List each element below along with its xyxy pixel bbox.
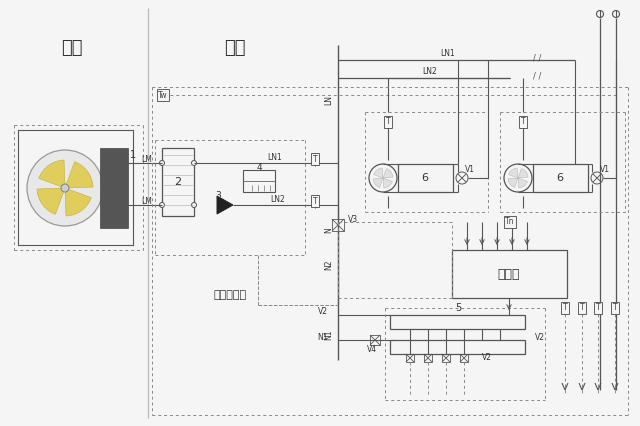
Text: LN: LN <box>324 95 333 105</box>
Text: Tn: Tn <box>505 218 515 227</box>
Text: T: T <box>521 118 525 127</box>
Text: T: T <box>313 196 317 205</box>
Circle shape <box>191 202 196 207</box>
Bar <box>390 315 525 329</box>
Bar <box>460 354 468 362</box>
Text: LN2: LN2 <box>422 67 437 77</box>
Text: T: T <box>313 155 317 164</box>
Text: V2: V2 <box>535 333 545 342</box>
Wedge shape <box>518 169 528 178</box>
Text: LN1: LN1 <box>440 49 456 58</box>
Text: LM: LM <box>141 155 152 164</box>
Wedge shape <box>383 169 393 178</box>
Wedge shape <box>37 188 65 214</box>
Bar <box>398 164 453 192</box>
Bar <box>442 354 450 362</box>
Bar <box>162 148 194 216</box>
Bar <box>390 340 525 354</box>
Text: N1: N1 <box>317 333 328 342</box>
Text: N1: N1 <box>324 330 333 340</box>
Bar <box>332 219 344 231</box>
Text: T: T <box>612 303 618 313</box>
Circle shape <box>27 150 103 226</box>
Text: T: T <box>596 303 600 313</box>
Text: 1: 1 <box>130 150 136 160</box>
Text: T: T <box>386 118 390 127</box>
Text: LM: LM <box>141 196 152 205</box>
Circle shape <box>369 164 397 192</box>
Bar <box>100 148 128 228</box>
Wedge shape <box>65 162 93 188</box>
Circle shape <box>504 164 532 192</box>
Wedge shape <box>374 168 383 178</box>
Bar <box>18 130 133 245</box>
Wedge shape <box>38 160 65 188</box>
Circle shape <box>596 11 604 17</box>
Wedge shape <box>518 178 527 188</box>
Wedge shape <box>383 178 392 188</box>
Circle shape <box>191 161 196 165</box>
Text: / /: / / <box>533 72 541 81</box>
Text: 3: 3 <box>215 192 221 201</box>
Text: T: T <box>580 303 584 313</box>
Bar <box>452 250 567 298</box>
Bar <box>243 170 275 192</box>
Text: / /: / / <box>533 54 541 63</box>
Text: N: N <box>324 227 333 233</box>
Text: Tw: Tw <box>158 90 168 100</box>
Text: V2: V2 <box>318 308 328 317</box>
Text: V2: V2 <box>482 354 492 363</box>
Text: V1: V1 <box>600 165 610 175</box>
Wedge shape <box>373 178 383 187</box>
Text: 6: 6 <box>422 173 429 183</box>
Text: V4: V4 <box>367 345 377 354</box>
Bar <box>406 354 414 362</box>
Wedge shape <box>509 168 518 178</box>
Wedge shape <box>65 188 92 216</box>
Text: 室内: 室内 <box>224 39 246 57</box>
Circle shape <box>159 202 164 207</box>
Circle shape <box>612 11 620 17</box>
Text: 6: 6 <box>557 173 563 183</box>
Bar <box>533 164 588 192</box>
Text: 自来水补水: 自来水补水 <box>213 290 246 300</box>
Bar <box>424 354 432 362</box>
Text: 5: 5 <box>455 303 461 313</box>
Text: LN2: LN2 <box>271 196 285 204</box>
Circle shape <box>159 161 164 165</box>
Text: 2: 2 <box>175 177 182 187</box>
Text: 室外: 室外 <box>61 39 83 57</box>
Text: T: T <box>563 303 567 313</box>
Wedge shape <box>508 178 518 187</box>
Text: V3: V3 <box>348 216 358 225</box>
Text: LN1: LN1 <box>268 153 282 161</box>
Polygon shape <box>217 196 233 214</box>
Text: 控制器: 控制器 <box>498 268 520 280</box>
Text: V1: V1 <box>465 165 475 175</box>
Circle shape <box>61 184 69 192</box>
Text: 4: 4 <box>256 162 262 172</box>
Text: N2: N2 <box>324 260 333 270</box>
Bar <box>370 335 380 345</box>
